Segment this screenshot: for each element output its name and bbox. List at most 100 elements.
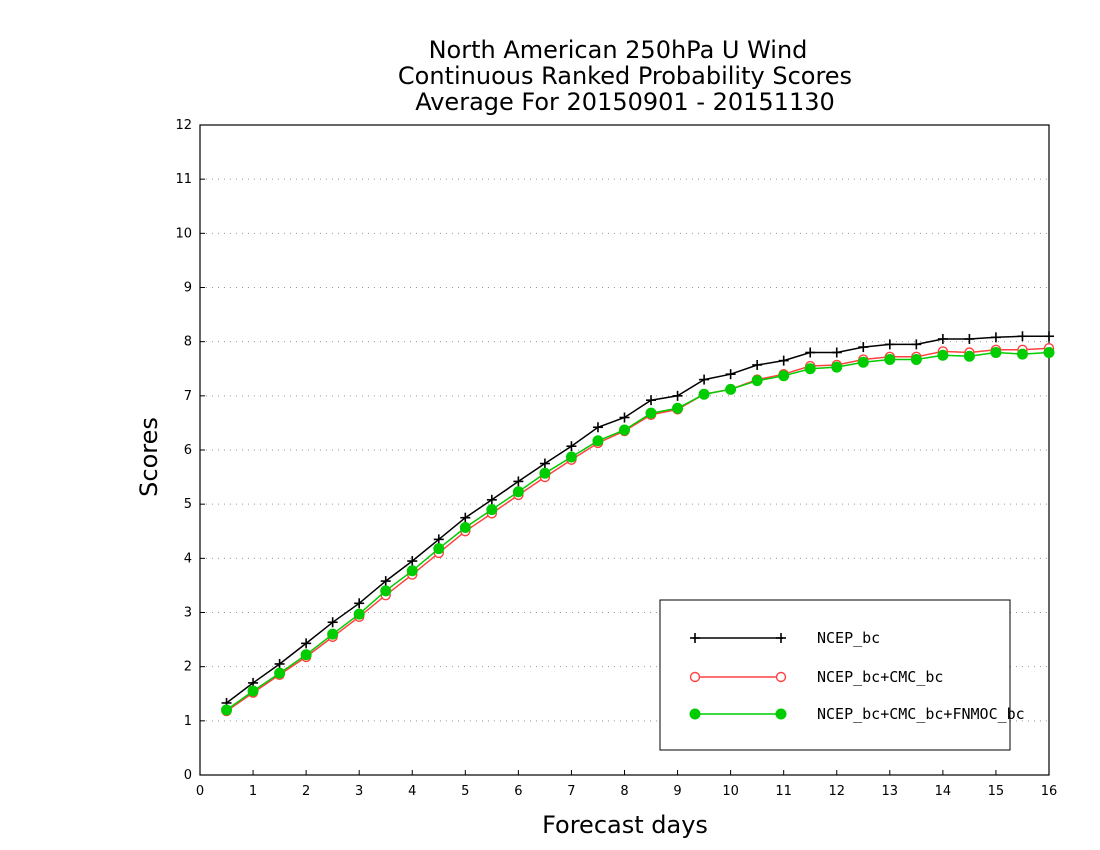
data-point xyxy=(937,349,949,361)
legend-entry-1: NCEP_bc+CMC_bc xyxy=(689,668,943,686)
data-point xyxy=(831,347,842,358)
data-point xyxy=(990,347,1002,358)
legend-entry-0: NCEP_bc xyxy=(690,629,880,647)
data-point xyxy=(565,451,577,463)
x-tick-label: 6 xyxy=(514,784,522,799)
data-point xyxy=(884,354,896,366)
legend-marker xyxy=(776,633,786,643)
data-point xyxy=(698,388,710,400)
data-point xyxy=(460,512,471,523)
x-tick-label: 12 xyxy=(828,784,845,799)
data-point xyxy=(752,359,763,370)
y-tick-label: 12 xyxy=(175,118,192,133)
data-point xyxy=(884,339,895,350)
x-tick-label: 8 xyxy=(620,784,628,799)
legend-label: NCEP_bc+CMC_bc+FNMOC_bc xyxy=(817,705,1025,723)
data-point xyxy=(592,422,603,433)
legend-entry-2: NCEP_bc+CMC_bc+FNMOC_bc xyxy=(689,705,1025,723)
data-point xyxy=(301,638,312,649)
y-tick-label: 0 xyxy=(184,768,192,783)
data-point xyxy=(645,407,657,419)
data-point xyxy=(539,467,551,479)
y-tick-label: 10 xyxy=(175,226,192,241)
data-point xyxy=(274,658,285,669)
data-point xyxy=(805,347,816,358)
data-point xyxy=(512,486,524,498)
y-tick-label: 1 xyxy=(184,714,192,729)
x-tick-label: 5 xyxy=(461,784,469,799)
legend-marker xyxy=(690,633,700,643)
data-point xyxy=(725,369,736,380)
data-point xyxy=(672,402,684,414)
data-point xyxy=(990,332,1001,343)
x-tick-label: 0 xyxy=(196,784,204,799)
data-point xyxy=(247,685,259,697)
data-point xyxy=(486,504,498,516)
data-point xyxy=(964,333,975,344)
data-point xyxy=(380,576,391,587)
x-tick-label: 16 xyxy=(1041,784,1058,799)
data-point xyxy=(778,355,789,366)
data-point xyxy=(725,383,737,395)
data-point xyxy=(1017,331,1028,342)
x-axis: 0 1 2 3 4 5 6 7 8 9 10 11 12 13 14 15 16 xyxy=(196,770,1057,799)
legend-marker xyxy=(775,708,787,720)
data-point xyxy=(778,370,790,382)
y-tick-label: 2 xyxy=(184,660,192,675)
legend: NCEP_bc NCEP_bc+CMC_bc NCEP_bc+CMC_bc+FNMO… xyxy=(659,599,1025,751)
data-point xyxy=(221,704,233,716)
legend-marker xyxy=(689,708,701,720)
x-tick-label: 13 xyxy=(882,784,899,799)
series-2 xyxy=(221,347,1055,716)
x-tick-label: 4 xyxy=(408,784,416,799)
legend-label: NCEP_bc xyxy=(817,629,880,647)
data-point xyxy=(459,521,471,533)
data-point xyxy=(433,534,444,545)
data-point xyxy=(1016,348,1028,360)
data-point xyxy=(407,556,418,567)
data-point xyxy=(619,412,630,423)
legend-box xyxy=(659,599,1011,751)
y-tick-label: 3 xyxy=(184,606,192,621)
y-tick-label: 9 xyxy=(184,281,192,296)
data-point xyxy=(380,585,392,597)
x-tick-label: 2 xyxy=(302,784,310,799)
x-axis-label: Forecast days xyxy=(542,811,708,839)
x-tick-label: 7 xyxy=(567,784,575,799)
data-point xyxy=(274,667,286,679)
y-axis-label: Scores xyxy=(135,417,163,497)
data-point xyxy=(699,374,710,385)
y-tick-label: 11 xyxy=(175,172,192,187)
data-point xyxy=(619,424,630,436)
x-tick-label: 1 xyxy=(249,784,257,799)
data-point xyxy=(751,375,763,387)
data-point xyxy=(963,350,975,362)
data-point xyxy=(300,649,312,661)
data-point xyxy=(354,598,365,609)
x-tick-label: 3 xyxy=(355,784,363,799)
data-point xyxy=(911,339,922,350)
legend-marker xyxy=(775,671,787,683)
series-0 xyxy=(221,331,1054,708)
data-point xyxy=(433,543,445,555)
legend-marker xyxy=(689,671,701,683)
data-point xyxy=(486,494,497,505)
series-layer xyxy=(221,331,1055,717)
y-tick-label: 6 xyxy=(184,443,192,458)
y-tick-label: 7 xyxy=(184,389,192,404)
chart-title: North American 250hPa U Wind Continuous … xyxy=(398,36,852,116)
data-point xyxy=(539,458,550,469)
data-point xyxy=(910,354,922,366)
title-line-2: Continuous Ranked Probability Scores xyxy=(398,62,852,90)
y-tick-label: 8 xyxy=(184,335,192,350)
data-point xyxy=(646,395,657,406)
data-point xyxy=(1044,331,1054,342)
data-point xyxy=(327,628,339,640)
data-point xyxy=(592,435,604,447)
data-point xyxy=(327,617,338,628)
data-point xyxy=(1043,347,1055,358)
title-line-1: North American 250hPa U Wind xyxy=(429,36,808,64)
y-tick-label: 5 xyxy=(184,497,192,512)
